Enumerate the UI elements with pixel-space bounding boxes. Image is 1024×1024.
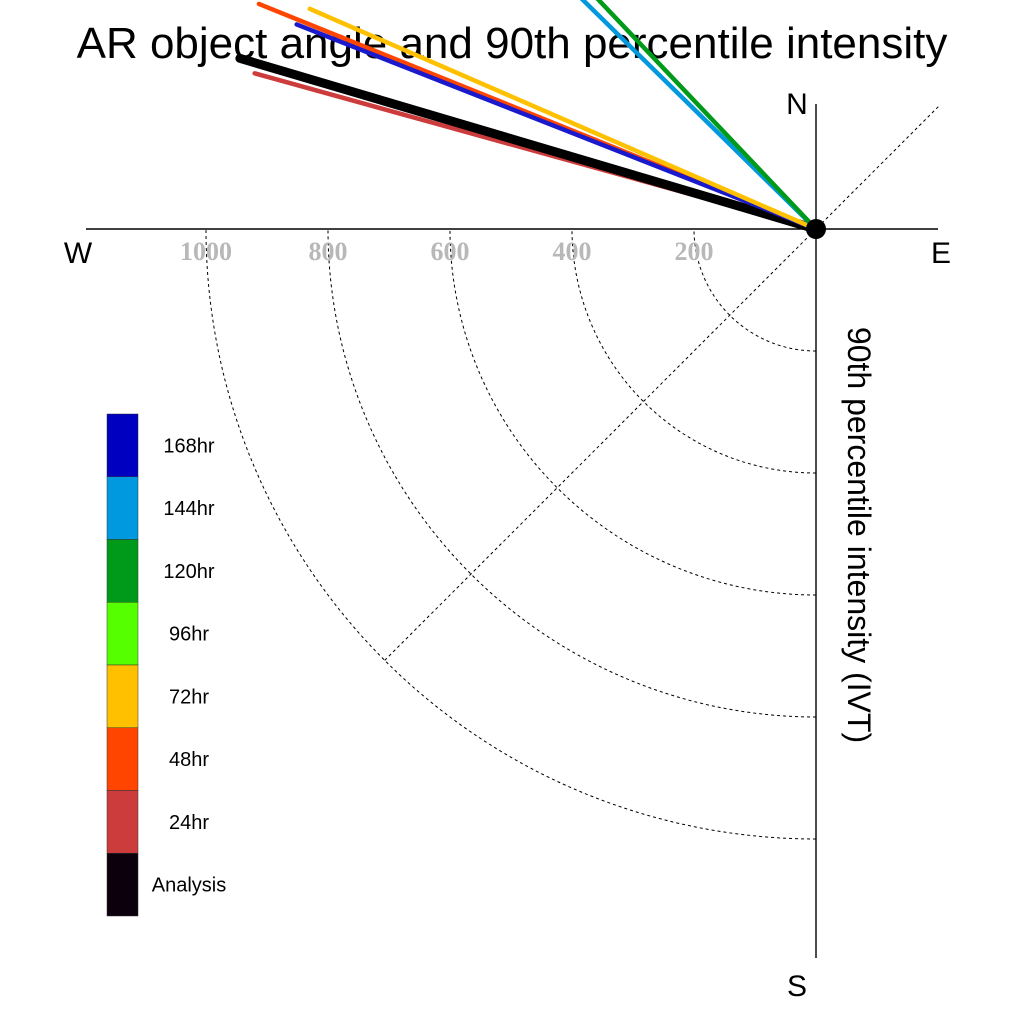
legend-swatch: [106, 853, 139, 917]
guide-arc: [327, 228, 817, 718]
legend-label: 120hr: [163, 561, 214, 583]
legend-label: 24hr: [169, 812, 209, 834]
legend-swatch: [106, 790, 139, 854]
legend-label: 168hr: [163, 435, 214, 457]
legend-swatch: [106, 476, 139, 540]
radial-tick-labels: 200 400 600 800 1000: [180, 237, 714, 266]
guide-layer: [205, 104, 941, 840]
legend-label: 48hr: [169, 749, 209, 771]
guide-arc: [571, 228, 817, 474]
legend-swatch: [106, 413, 139, 477]
radial-tick-label: 800: [309, 237, 348, 266]
guide-arc: [449, 228, 817, 596]
series-layer: [235, 0, 821, 234]
north-label: N: [786, 88, 808, 121]
origin-marker: [806, 219, 826, 239]
series-line-168hr: [294, 22, 819, 232]
radial-tick-label: 600: [431, 237, 470, 266]
south-label: S: [787, 970, 807, 1003]
guide-arc: [693, 228, 817, 352]
chart-title: AR object angle and 90th percentile inte…: [77, 19, 948, 68]
series-line-analysis: [235, 53, 821, 234]
east-label: E: [931, 237, 951, 270]
radial-tick-label: 400: [553, 237, 592, 266]
legend-label: Analysis: [152, 875, 226, 897]
legend-swatch: [106, 602, 139, 666]
legend: 168hr 144hr 120hr 96hr 72hr 48hr 24hr Analysis: [106, 413, 226, 917]
guide-diagonal: [384, 104, 941, 661]
west-label: W: [64, 237, 93, 270]
radial-tick-label: 200: [675, 237, 714, 266]
legend-label: 72hr: [169, 686, 209, 708]
radial-tick-label: 1000: [180, 237, 232, 266]
guide-arc: [205, 228, 817, 840]
legend-label: 96hr: [169, 624, 209, 646]
legend-label: 144hr: [163, 498, 214, 520]
legend-swatch: [106, 727, 139, 791]
radial-axis-label: 90th percentile intensity (IVT): [841, 327, 877, 743]
series-line-72hr: [307, 6, 819, 232]
legend-swatch: [106, 539, 139, 603]
series-line-120hr: [595, 0, 819, 232]
series-line-144hr: [579, 0, 819, 232]
legend-swatch: [106, 664, 139, 728]
